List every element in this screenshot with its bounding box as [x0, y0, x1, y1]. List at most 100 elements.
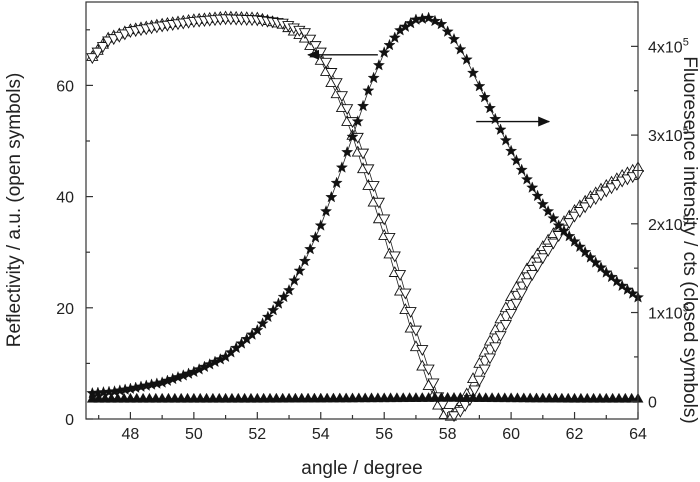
data-point	[298, 28, 311, 40]
data-point	[478, 90, 491, 103]
data-point	[272, 297, 285, 309]
right-y-axis-title: Fluoresence intensity / cts (closed symb…	[679, 56, 700, 423]
data-point	[367, 71, 380, 84]
data-point	[314, 219, 327, 231]
data-point	[505, 290, 518, 302]
data-point	[536, 253, 549, 265]
right-y-tick-label: 0	[648, 394, 657, 411]
data-point	[399, 288, 412, 300]
data-point	[441, 25, 454, 37]
data-point	[356, 148, 370, 160]
data-point	[304, 34, 317, 46]
data-point	[454, 406, 467, 418]
data-point	[96, 42, 110, 54]
data-point	[589, 194, 602, 205]
data-point	[378, 46, 391, 58]
data-point	[251, 323, 264, 336]
data-point	[341, 145, 354, 158]
data-point	[542, 245, 555, 257]
data-point	[568, 211, 581, 223]
x-tick-label: 64	[629, 426, 647, 443]
data-point	[319, 57, 333, 69]
data-point	[346, 130, 359, 143]
data-point	[319, 205, 333, 217]
data-point	[468, 385, 481, 397]
x-tick-label: 58	[439, 426, 457, 443]
data-point	[505, 308, 518, 320]
data-point	[356, 99, 370, 112]
data-point	[388, 251, 401, 263]
data-point	[573, 240, 586, 253]
data-point	[416, 345, 429, 357]
series-layer	[86, 10, 645, 423]
data-point	[261, 310, 274, 323]
left-y-axis-ticks: 0 20 40 60	[56, 29, 93, 429]
series-filled-triangle-up	[86, 391, 644, 403]
data-point	[531, 189, 544, 202]
data-point	[552, 219, 565, 231]
data-point	[341, 104, 354, 116]
series-open-triangle-down	[86, 14, 645, 423]
data-point	[447, 32, 461, 45]
data-point	[473, 79, 486, 92]
data-point	[478, 364, 491, 376]
data-point	[547, 238, 560, 250]
x-tick-label: 48	[122, 426, 140, 443]
data-point	[325, 190, 338, 203]
data-point	[573, 207, 586, 218]
data-point	[277, 290, 290, 303]
data-point	[267, 303, 280, 316]
right-y-tick-label: 1x105	[648, 303, 689, 323]
data-point	[309, 231, 322, 243]
data-point	[351, 115, 364, 127]
x-axis-ticks: 48 50 52 54 56 58 60 62 64	[98, 412, 647, 443]
data-point	[563, 229, 576, 242]
data-point	[330, 176, 343, 189]
data-point	[466, 66, 480, 79]
data-point	[335, 91, 348, 103]
data-point	[422, 364, 435, 376]
data-point	[422, 11, 435, 24]
data-point	[473, 375, 486, 387]
data-point	[489, 112, 502, 125]
x-tick-label: 60	[502, 426, 520, 443]
data-point	[526, 181, 539, 193]
data-point	[563, 218, 576, 230]
series-filled-star	[86, 11, 645, 399]
data-point	[404, 307, 417, 319]
right-y-tick-label: 3x105	[648, 125, 689, 145]
data-point	[460, 53, 473, 65]
data-point	[584, 251, 597, 263]
data-point	[447, 411, 461, 423]
data-point	[579, 245, 592, 258]
data-point	[579, 202, 592, 214]
data-point	[454, 43, 467, 55]
data-point	[584, 197, 597, 209]
data-point	[515, 163, 528, 176]
left-y-tick-label: 60	[56, 78, 74, 95]
data-point	[372, 58, 385, 71]
left-y-tick-label: 40	[56, 190, 74, 207]
data-point	[256, 317, 269, 329]
data-point	[288, 274, 301, 286]
right-y-tick-label: 4x105	[648, 36, 689, 56]
data-point	[293, 264, 306, 276]
data-point	[515, 288, 528, 300]
data-point	[547, 212, 560, 224]
data-point	[427, 378, 440, 390]
data-point	[388, 31, 401, 43]
data-point	[282, 283, 296, 296]
data-point	[362, 84, 375, 96]
data-point	[536, 197, 549, 210]
left-y-tick-label: 0	[65, 412, 74, 429]
data-point	[393, 270, 407, 281]
data-point	[483, 101, 497, 114]
data-point	[378, 214, 391, 226]
data-point	[520, 278, 534, 290]
x-tick-label: 62	[566, 426, 584, 443]
x-axis-title: angle / degree	[301, 458, 423, 479]
series-line	[92, 17, 639, 394]
data-point	[589, 256, 602, 268]
data-point	[594, 190, 608, 202]
